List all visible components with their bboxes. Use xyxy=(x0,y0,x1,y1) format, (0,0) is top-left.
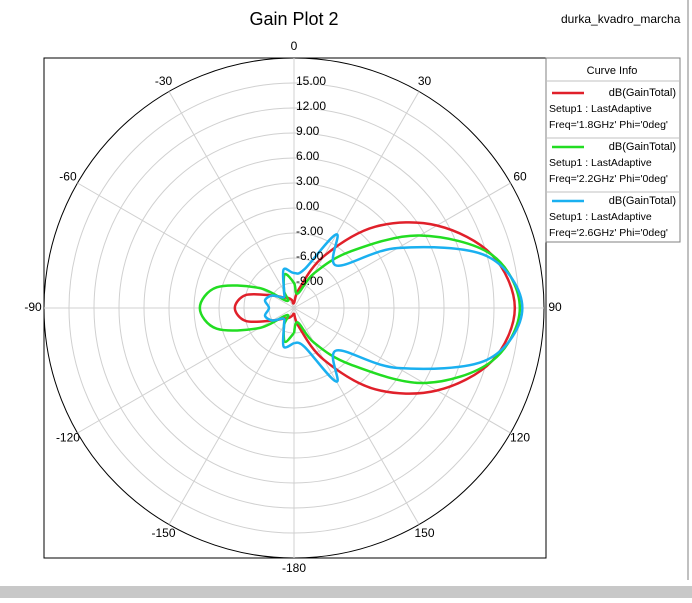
legend-detail: Setup1 : LastAdaptive xyxy=(549,211,652,223)
theta-tick-label: 30 xyxy=(418,74,432,88)
chart-title: Gain Plot 2 xyxy=(249,9,338,29)
legend-detail: Freq='2.6GHz' Phi='0deg' xyxy=(549,227,668,239)
r-tick-label: 15.00 xyxy=(296,74,326,88)
legend-label: dB(GainTotal) xyxy=(609,195,676,207)
legend-detail: Setup1 : LastAdaptive xyxy=(549,157,652,169)
theta-tick-label: -120 xyxy=(56,431,80,445)
series-line xyxy=(263,233,524,383)
theta-tick-label: -60 xyxy=(59,170,77,184)
status-bar xyxy=(0,586,692,598)
project-name: durka_kvadro_marcha xyxy=(561,12,681,26)
legend-label: dB(GainTotal) xyxy=(609,141,676,153)
r-tick-label: 3.00 xyxy=(296,174,320,188)
grid-spoke xyxy=(168,307,295,525)
r-tick-label: -9.00 xyxy=(296,274,324,288)
grid-spoke xyxy=(293,307,511,434)
theta-tick-label: 90 xyxy=(548,300,562,314)
theta-tick-label: 0 xyxy=(291,39,298,53)
theta-tick-label: 120 xyxy=(510,431,530,445)
legend-detail: Freq='1.8GHz' Phi='0deg' xyxy=(549,119,668,131)
theta-tick-label: -90 xyxy=(24,300,42,314)
legend-detail: Freq='2.2GHz' Phi='0deg' xyxy=(549,173,668,185)
r-tick-label: 9.00 xyxy=(296,124,320,138)
grid-spoke xyxy=(168,91,295,309)
theta-tick-label: -150 xyxy=(151,526,175,540)
legend-box xyxy=(545,57,681,243)
legend-detail: Setup1 : LastAdaptive xyxy=(549,103,652,115)
theta-tick-label: -30 xyxy=(155,74,173,88)
r-tick-label: -3.00 xyxy=(296,224,324,238)
legend-label: dB(GainTotal) xyxy=(609,87,676,99)
r-tick-label: 6.00 xyxy=(296,149,320,163)
theta-tick-label: 150 xyxy=(414,526,434,540)
legend: Curve Info dB(GainTotal) Setup1 : LastAda… xyxy=(545,57,681,243)
grid-spoke xyxy=(293,182,511,309)
theta-tick-label: 60 xyxy=(513,170,527,184)
r-tick-label: -6.00 xyxy=(296,249,324,263)
legend-title: Curve Info xyxy=(587,65,638,77)
series-line xyxy=(198,234,522,385)
theta-tick-label: -180 xyxy=(282,561,306,575)
r-tick-label: 12.00 xyxy=(296,99,326,113)
r-tick-label: 0.00 xyxy=(296,199,320,213)
